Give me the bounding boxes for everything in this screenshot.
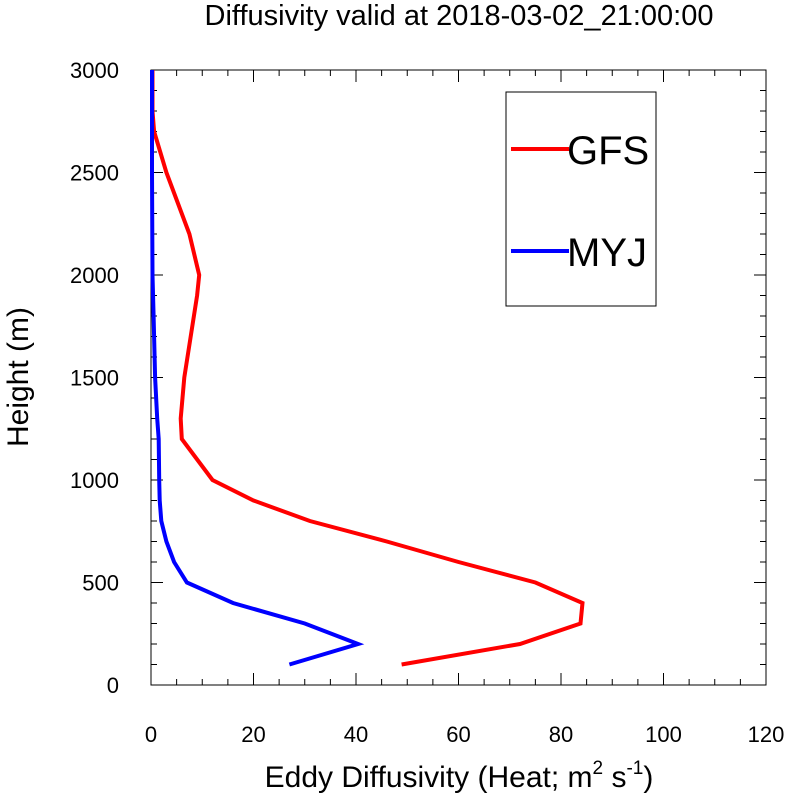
y-tick-label: 1000: [70, 468, 119, 493]
x-axis-label-mid: s: [603, 761, 626, 794]
y-tick-label: 3000: [70, 58, 119, 83]
y-tick-label: 2000: [70, 263, 119, 288]
x-tick-label: 120: [748, 722, 785, 747]
legend-box: [505, 91, 657, 307]
y-tick-label: 1500: [70, 366, 119, 391]
legend-label-gfs: GFS: [567, 129, 649, 173]
x-axis-label-end: ): [643, 761, 653, 794]
y-tick-label: 0: [107, 673, 119, 698]
x-tick-label: 60: [446, 722, 470, 747]
series-line-gfs: [150, 70, 585, 667]
x-tick-label: 80: [549, 722, 573, 747]
x-tick-label: 40: [344, 722, 368, 747]
legend: GFS MYJ: [505, 91, 657, 307]
x-axis-label-main: Eddy Diffusivity (Heat; m: [265, 761, 593, 794]
x-tick-label: 20: [241, 722, 265, 747]
x-axis-label: Eddy Diffusivity (Heat; m2 s-1): [265, 758, 654, 794]
x-axis-label-sup1: 2: [593, 758, 604, 779]
y-axis-label: Height (m): [2, 307, 35, 447]
series-line-myj: [150, 70, 365, 667]
y-tick-label: 500: [82, 571, 119, 596]
legend-label-myj: MYJ: [567, 231, 647, 275]
plot-area: 0 20 40 60 80 100 120 0 500 1000 1500 2000 2500 3000: [70, 58, 784, 747]
y-tick-label: 2500: [70, 161, 119, 186]
x-tick-label: 0: [145, 722, 157, 747]
chart-title: Diffusivity valid at 2018-03-02_21:00:00: [205, 0, 714, 32]
plot-frame: [150, 69, 767, 686]
x-axis-label-sup2: -1: [626, 758, 643, 779]
x-tick-label: 100: [645, 722, 682, 747]
